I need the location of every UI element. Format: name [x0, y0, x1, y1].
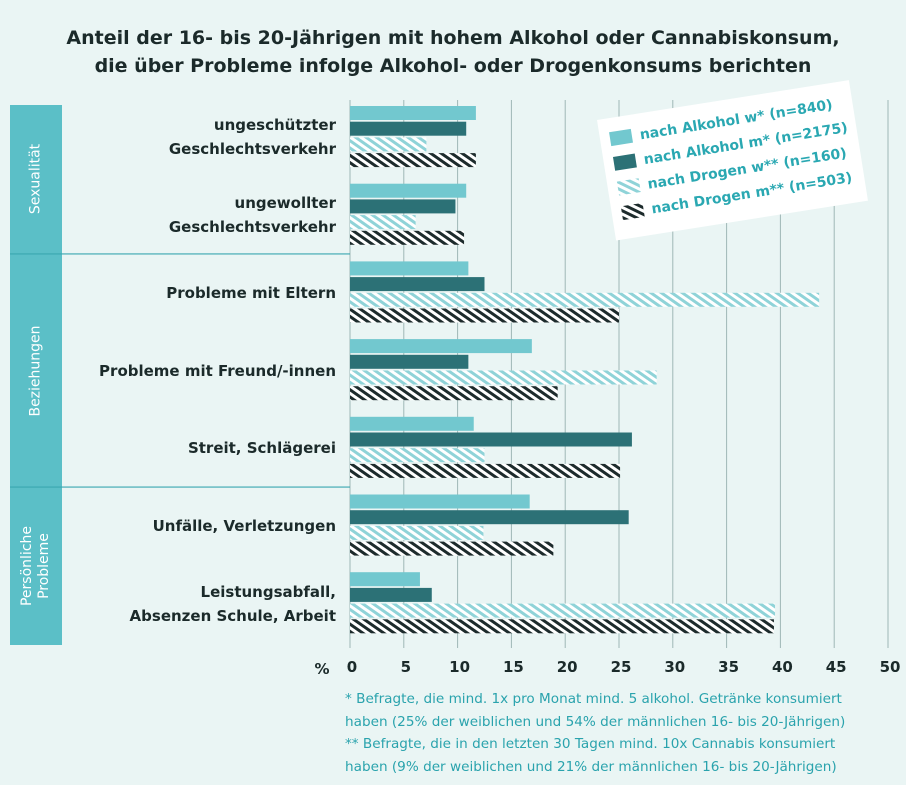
- bar: [350, 339, 532, 354]
- x-tick-label: 20: [557, 658, 578, 676]
- bar: [350, 292, 820, 307]
- legend-swatch: [616, 178, 641, 196]
- legend-swatch: [620, 202, 645, 221]
- bar: [350, 587, 432, 602]
- bar: [350, 370, 657, 385]
- legend-swatch: [612, 153, 637, 171]
- bar: [350, 541, 554, 556]
- category-label: ungeschützter Geschlechtsverkehr: [168, 116, 336, 159]
- section-band: [10, 105, 62, 254]
- section-band: [10, 487, 62, 645]
- x-tick-label: 40: [772, 658, 793, 676]
- x-tick-label: 5: [401, 658, 411, 676]
- bar: [350, 416, 474, 431]
- x-tick-label: 45: [826, 658, 847, 676]
- category-label: Probleme mit Freund/-innen: [99, 361, 336, 380]
- x-tick-label: 35: [718, 658, 739, 676]
- bar: [350, 510, 629, 525]
- bar: [350, 183, 467, 198]
- category-label: Streit, Schlägerei: [187, 439, 336, 458]
- bar: [350, 386, 558, 401]
- legend-box: [597, 80, 868, 241]
- x-tick-label: 0: [347, 658, 357, 676]
- bar: [350, 121, 467, 136]
- x-tick-label: 30: [664, 658, 685, 676]
- bar: [350, 448, 485, 463]
- footnote: ** Befragte, die in den letzten 30 Tagen…: [345, 736, 837, 775]
- chart-title: Anteil der 16- bis 20-Jährigen mit hohem…: [66, 27, 840, 77]
- x-tick-label: 25: [611, 658, 632, 676]
- bar: [350, 572, 420, 587]
- bar: [350, 525, 484, 540]
- bar: [350, 153, 476, 168]
- category-label: Leistungsabfall, Absenzen Schule, Arbeit: [129, 582, 336, 625]
- category-label: Unfälle, Verletzungen: [152, 516, 336, 535]
- bar: [350, 463, 621, 478]
- bar: [350, 308, 619, 323]
- bar: [350, 230, 465, 245]
- bar: [350, 106, 476, 120]
- legend-swatch: [609, 128, 633, 147]
- legend: nach Alkohol w* (n=840)nach Alkohol m* (…: [597, 80, 868, 241]
- footnotes: * Befragte, die mind. 1x pro Monat mind.…: [345, 688, 905, 778]
- x-axis-label: %: [314, 660, 329, 678]
- bar: [350, 354, 469, 369]
- x-tick-label: 15: [503, 658, 524, 676]
- category-label: Probleme mit Eltern: [166, 283, 336, 302]
- category-label: ungewollter Geschlechtsverkehr: [168, 194, 336, 237]
- bar: [350, 261, 469, 276]
- bar: [350, 215, 416, 230]
- section-band: [10, 253, 62, 488]
- bar: [350, 603, 776, 618]
- bar: [350, 619, 774, 634]
- bar: [350, 199, 456, 214]
- x-tick-label: 50: [880, 658, 901, 676]
- bar: [350, 432, 632, 447]
- bar: [350, 137, 427, 152]
- bar: [350, 277, 485, 292]
- bar: [350, 494, 530, 509]
- x-tick-label: 10: [449, 658, 470, 676]
- footnote: * Befragte, die mind. 1x pro Monat mind.…: [345, 691, 846, 730]
